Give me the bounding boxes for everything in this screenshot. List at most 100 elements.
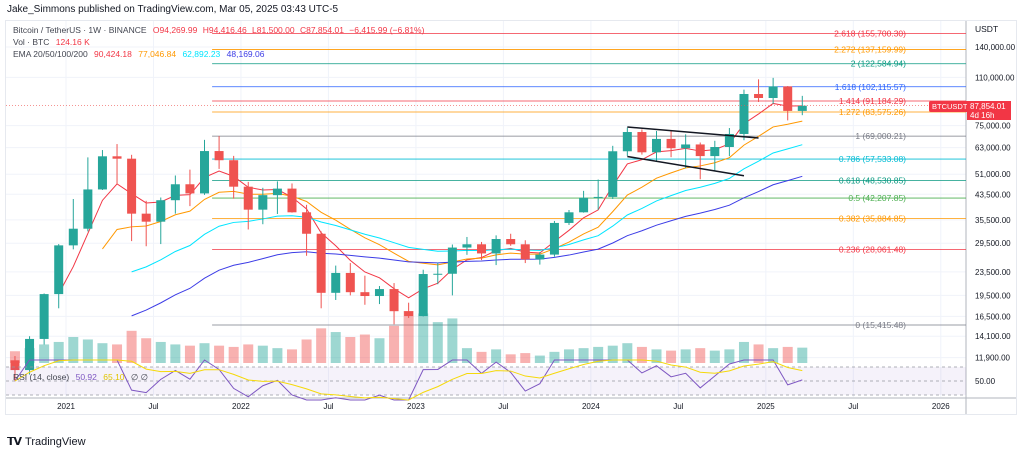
symbol-name[interactable]: Bitcoin / TetherUS · 1W · BINANCE bbox=[13, 25, 147, 35]
time-tick-label: 2023 bbox=[407, 402, 425, 411]
candle-body bbox=[25, 338, 35, 371]
candle-body bbox=[200, 151, 210, 194]
rsi-label[interactable]: RSI (14, close) bbox=[13, 372, 70, 382]
volume-bar bbox=[359, 334, 370, 363]
volume-bar bbox=[243, 344, 254, 363]
volume-bar bbox=[666, 350, 677, 363]
candle-body bbox=[141, 213, 151, 222]
candle-body bbox=[520, 244, 530, 260]
price-tick-label: 140,000.00 bbox=[975, 43, 1016, 52]
candle-body bbox=[477, 244, 487, 254]
volume-bar bbox=[607, 345, 618, 363]
time-tick-label: Jul bbox=[148, 402, 158, 411]
candle-body bbox=[433, 273, 443, 275]
time-tick-label: 2024 bbox=[582, 402, 600, 411]
candle-body bbox=[754, 94, 764, 98]
candle-body bbox=[272, 188, 282, 196]
candle-body bbox=[331, 272, 341, 293]
candle-body bbox=[579, 197, 589, 213]
volume-bar bbox=[709, 350, 720, 363]
rsi-extra: ∅ ∅ bbox=[130, 372, 149, 382]
candle-body bbox=[447, 247, 457, 274]
candle-body bbox=[666, 138, 676, 149]
candle-body bbox=[622, 132, 632, 152]
rsi-ma-value: 65.10 bbox=[103, 372, 125, 382]
volume-bar bbox=[564, 349, 575, 363]
candle-body bbox=[68, 228, 78, 246]
candle-body bbox=[418, 274, 428, 317]
price-tick-label: 11,900.00 bbox=[975, 354, 1011, 363]
volume-bar bbox=[738, 341, 749, 363]
ema-legend: EMA 20/50/100/200 90,424.18 77,046.84 62… bbox=[13, 49, 268, 59]
trend-line bbox=[627, 126, 759, 139]
volume-bar bbox=[447, 318, 458, 363]
volume-bar bbox=[695, 348, 706, 363]
candle-body bbox=[214, 151, 224, 161]
volume-bar bbox=[680, 349, 691, 363]
candle-body bbox=[549, 222, 559, 255]
currency-label[interactable]: USDT bbox=[975, 24, 999, 34]
candle-body bbox=[10, 360, 20, 371]
volume-bar bbox=[39, 344, 50, 363]
candle-body bbox=[739, 94, 749, 134]
time-tick-label: 2022 bbox=[232, 402, 250, 411]
bar-countdown: 4d 16h bbox=[970, 111, 995, 120]
ema50-value: 77,046.84 bbox=[138, 49, 177, 59]
candle-body bbox=[724, 133, 734, 148]
volume-bar bbox=[286, 349, 297, 363]
candle-body bbox=[564, 212, 574, 223]
volume-bar bbox=[301, 339, 312, 363]
time-tick-label: Jul bbox=[323, 402, 333, 411]
price-tick-label: 110,000.00 bbox=[975, 73, 1015, 82]
price-tick-label: 29,500.00 bbox=[975, 239, 1011, 248]
volume-bar bbox=[97, 343, 108, 363]
candle-body bbox=[127, 158, 137, 214]
rsi-tick-label: 50.00 bbox=[975, 377, 996, 386]
open-value: O94,269.99 bbox=[152, 25, 198, 35]
candle-body bbox=[39, 294, 49, 339]
volume-bar bbox=[228, 346, 239, 363]
volume-bar bbox=[257, 345, 268, 363]
candle-body bbox=[258, 195, 268, 210]
volume-bar bbox=[461, 348, 472, 363]
time-tick-label: 2021 bbox=[57, 402, 75, 411]
volume-bar bbox=[651, 349, 662, 363]
volume-bar bbox=[389, 325, 400, 363]
price-tick-label: 35,500.00 bbox=[975, 216, 1011, 225]
tradingview-footer[interactable]: 𝗧𝗩 TradingView bbox=[7, 435, 86, 449]
volume-bar bbox=[170, 344, 181, 363]
candle-body bbox=[651, 138, 661, 153]
volume-label[interactable]: Vol · BTC bbox=[13, 37, 50, 47]
candle-body bbox=[243, 186, 253, 210]
ema200-value: 48,169.06 bbox=[226, 49, 265, 59]
price-tick-label: 23,500.00 bbox=[975, 268, 1011, 277]
fib-level-label: 1 (69,000.21) bbox=[855, 131, 906, 141]
candle-body bbox=[768, 86, 778, 98]
volume-legend: Vol · BTC 124.16 K bbox=[13, 37, 94, 47]
volume-bar bbox=[432, 322, 443, 363]
volume-bar bbox=[578, 348, 589, 363]
fib-level-label: 2.272 (137,159.99) bbox=[834, 45, 906, 55]
candle-body bbox=[593, 196, 603, 198]
candle-body bbox=[316, 233, 326, 293]
close-value: C87,854.01 bbox=[299, 25, 344, 35]
ema200-line bbox=[131, 175, 803, 317]
volume-bar bbox=[534, 355, 545, 363]
volume-bar bbox=[797, 347, 808, 363]
ema100-value: 62,892.23 bbox=[182, 49, 221, 59]
candle-body bbox=[608, 151, 618, 197]
volume-bar bbox=[214, 345, 225, 363]
ema-label[interactable]: EMA 20/50/100/200 bbox=[13, 49, 88, 59]
symbol-legend: Bitcoin / TetherUS · 1W · BINANCE O94,26… bbox=[13, 25, 428, 35]
price-tick-label: 75,000.00 bbox=[975, 122, 1011, 131]
low-value: L81,500.00 bbox=[252, 25, 295, 35]
price-tick-label: 43,500.00 bbox=[975, 190, 1011, 199]
volume-bar bbox=[476, 351, 487, 363]
volume-bar bbox=[491, 349, 502, 363]
time-tick-label: Jul bbox=[673, 402, 683, 411]
volume-bar bbox=[53, 341, 64, 363]
volume-bar bbox=[184, 345, 195, 363]
fib-level-label: 0.786 (57,533.08) bbox=[839, 154, 906, 164]
fib-level-label: 1.414 (91,184.29) bbox=[839, 96, 906, 106]
